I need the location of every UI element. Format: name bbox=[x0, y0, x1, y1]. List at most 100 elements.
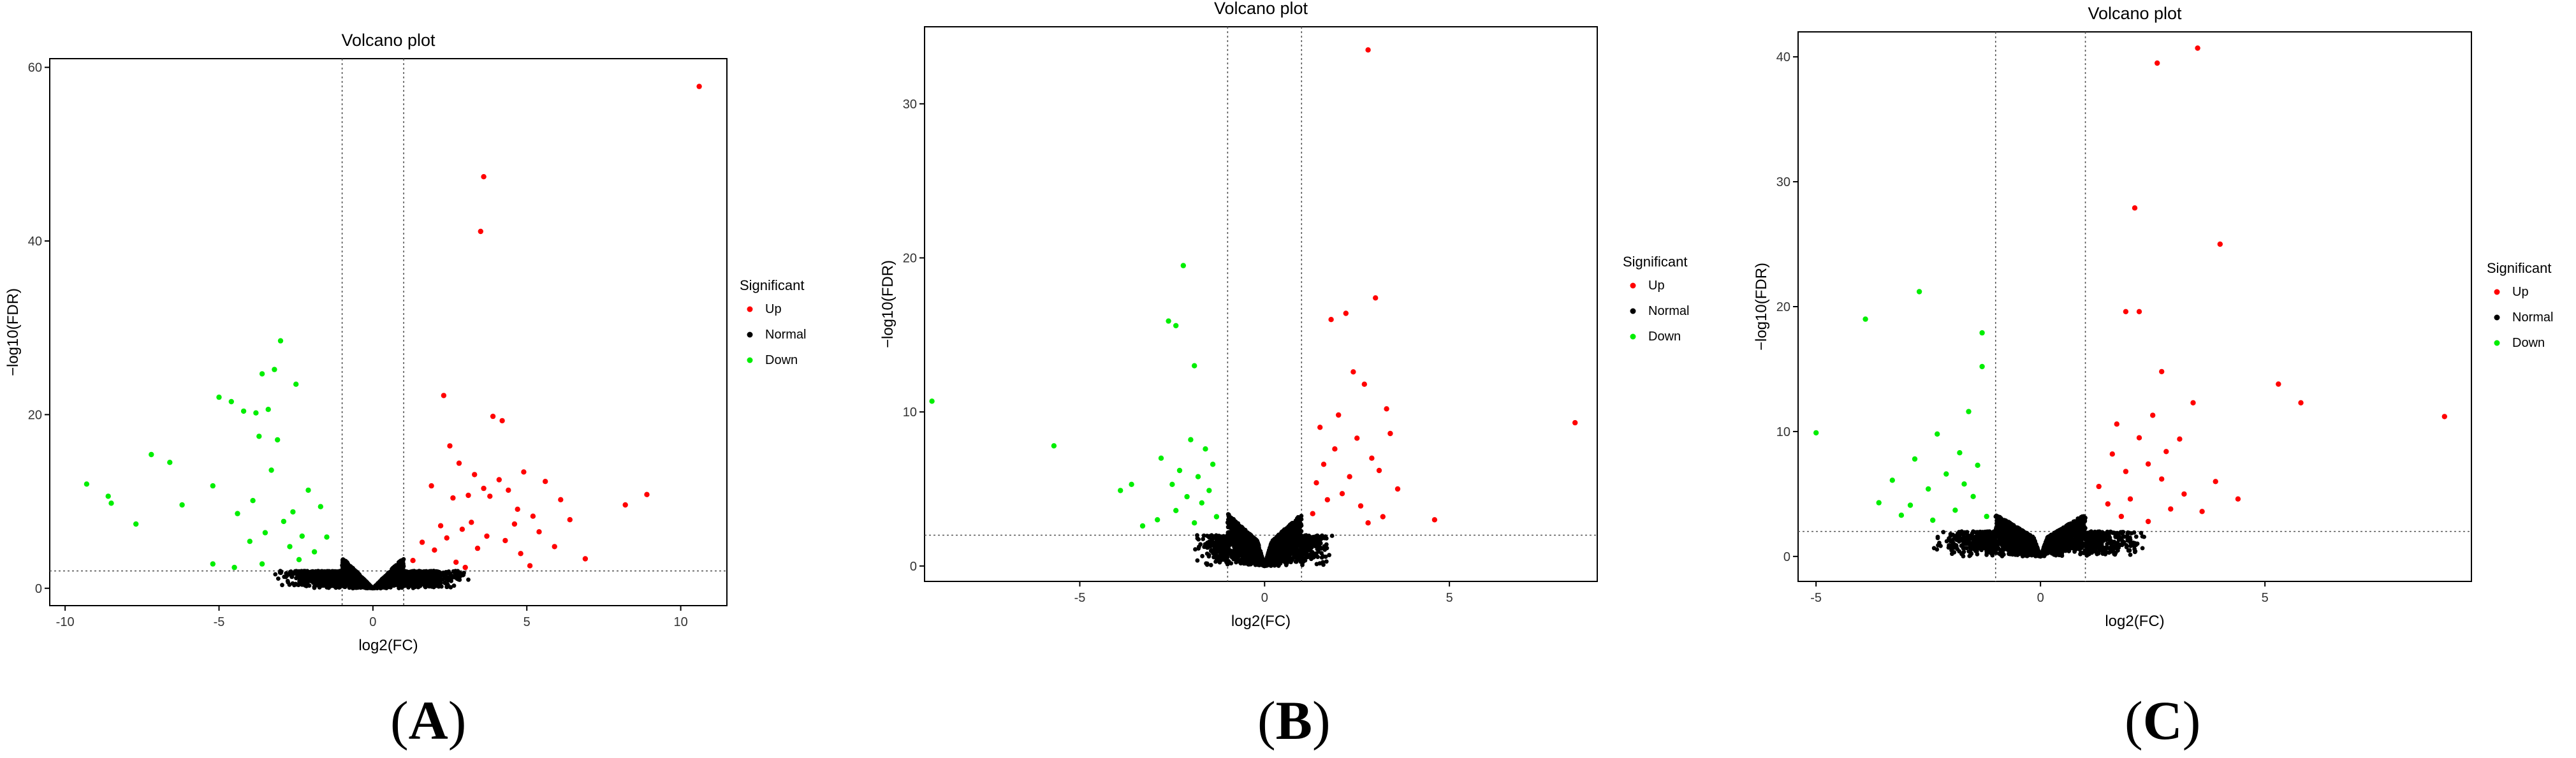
normal-point bbox=[347, 570, 352, 575]
data-point-down bbox=[105, 493, 111, 499]
data-point-down bbox=[311, 549, 318, 555]
normal-point bbox=[302, 581, 306, 587]
normal-point bbox=[1217, 534, 1222, 538]
data-point-down bbox=[262, 530, 268, 536]
data-point-down bbox=[272, 367, 277, 372]
normal-point bbox=[280, 583, 284, 588]
normal-point bbox=[397, 559, 402, 564]
normal-point bbox=[307, 583, 312, 588]
normal-point bbox=[431, 585, 436, 590]
normal-point bbox=[1208, 563, 1213, 567]
normal-point bbox=[344, 560, 349, 565]
data-point-down bbox=[179, 502, 185, 508]
data-point-down bbox=[277, 338, 284, 344]
normal-point bbox=[1196, 537, 1201, 542]
normal-point bbox=[347, 585, 352, 590]
normal-point bbox=[344, 565, 349, 570]
data-point-up bbox=[465, 492, 471, 499]
normal-point bbox=[451, 583, 457, 588]
legend-marker-down bbox=[747, 357, 753, 363]
data-point-up bbox=[478, 228, 483, 235]
y-axis-label: −log10(FDR) bbox=[4, 288, 22, 376]
normal-point bbox=[1195, 533, 1199, 538]
normal-point bbox=[445, 575, 450, 579]
normal-point bbox=[408, 583, 413, 587]
normal-point bbox=[427, 583, 432, 588]
data-point-up bbox=[472, 472, 478, 477]
data-point-up bbox=[567, 517, 573, 523]
normal-point bbox=[296, 575, 300, 580]
normal-point bbox=[1197, 544, 1201, 549]
data-point-up bbox=[474, 545, 481, 551]
normal-point bbox=[1317, 561, 1322, 566]
normal-point bbox=[1324, 559, 1329, 564]
normal-point bbox=[325, 583, 330, 588]
data-point-up bbox=[496, 477, 502, 483]
normal-point bbox=[334, 581, 339, 585]
x-tick-label: 0 bbox=[1261, 591, 1268, 605]
y-tick-label: 20 bbox=[28, 408, 42, 422]
normal-point bbox=[1201, 537, 1206, 541]
data-point-down bbox=[296, 557, 302, 562]
normal-point bbox=[1200, 553, 1204, 558]
normal-point bbox=[302, 572, 307, 577]
data-point-down bbox=[133, 521, 139, 527]
normal-point bbox=[466, 577, 471, 582]
chart-title: Volcano plot bbox=[341, 31, 435, 50]
normal-point bbox=[307, 570, 312, 574]
normal-point bbox=[1226, 525, 1231, 530]
data-point-up bbox=[515, 506, 520, 512]
normal-point bbox=[1210, 542, 1214, 547]
data-point-up bbox=[582, 556, 589, 562]
data-point-up bbox=[441, 393, 447, 398]
data-point-down bbox=[256, 434, 262, 439]
normal-point bbox=[1312, 538, 1317, 543]
normal-point bbox=[448, 585, 453, 590]
data-point-up bbox=[530, 513, 536, 519]
normal-point bbox=[273, 572, 278, 577]
legend-label-down: Down bbox=[765, 353, 798, 367]
data-point-up bbox=[527, 563, 533, 569]
normal-point bbox=[340, 557, 346, 562]
data-point-up bbox=[462, 564, 468, 571]
normal-point bbox=[283, 574, 288, 579]
data-point-up bbox=[450, 495, 456, 501]
normal-point bbox=[455, 569, 460, 574]
normal-point bbox=[344, 579, 349, 585]
x-tick-label: 10 bbox=[673, 615, 687, 629]
y-tick-label: 60 bbox=[28, 61, 42, 75]
data-point-up bbox=[481, 485, 487, 492]
normal-point bbox=[353, 574, 358, 579]
x-tick-label: -5 bbox=[1074, 591, 1086, 605]
data-point-down bbox=[235, 511, 240, 516]
normal-point bbox=[441, 571, 445, 576]
normal-point bbox=[1329, 534, 1335, 538]
normal-point bbox=[279, 569, 284, 574]
normal-point bbox=[1293, 559, 1298, 564]
normal-point bbox=[301, 576, 306, 581]
normal-point bbox=[416, 571, 421, 576]
normal-point bbox=[328, 579, 333, 584]
normal-point bbox=[436, 574, 441, 579]
data-point-up bbox=[552, 544, 557, 550]
normal-point bbox=[1195, 558, 1200, 563]
data-point-down bbox=[247, 539, 252, 544]
data-point-down bbox=[293, 381, 299, 387]
chart-title: Volcano plot bbox=[1214, 0, 1308, 18]
legend-marker-normal bbox=[747, 332, 753, 338]
normal-point bbox=[364, 583, 369, 588]
y-tick-label: 40 bbox=[28, 235, 42, 249]
data-point-up bbox=[558, 497, 564, 502]
data-point-up bbox=[696, 84, 702, 89]
data-point-up bbox=[410, 558, 416, 564]
data-point-down bbox=[149, 451, 154, 458]
normal-point bbox=[1314, 551, 1319, 556]
legend-title: Significant bbox=[740, 277, 805, 293]
normal-points-cloud bbox=[1193, 512, 1335, 569]
y-tick-label: 0 bbox=[910, 560, 917, 574]
data-point-up bbox=[459, 527, 465, 532]
normal-point bbox=[393, 565, 399, 569]
data-point-down bbox=[265, 407, 271, 412]
normal-point bbox=[429, 574, 434, 579]
